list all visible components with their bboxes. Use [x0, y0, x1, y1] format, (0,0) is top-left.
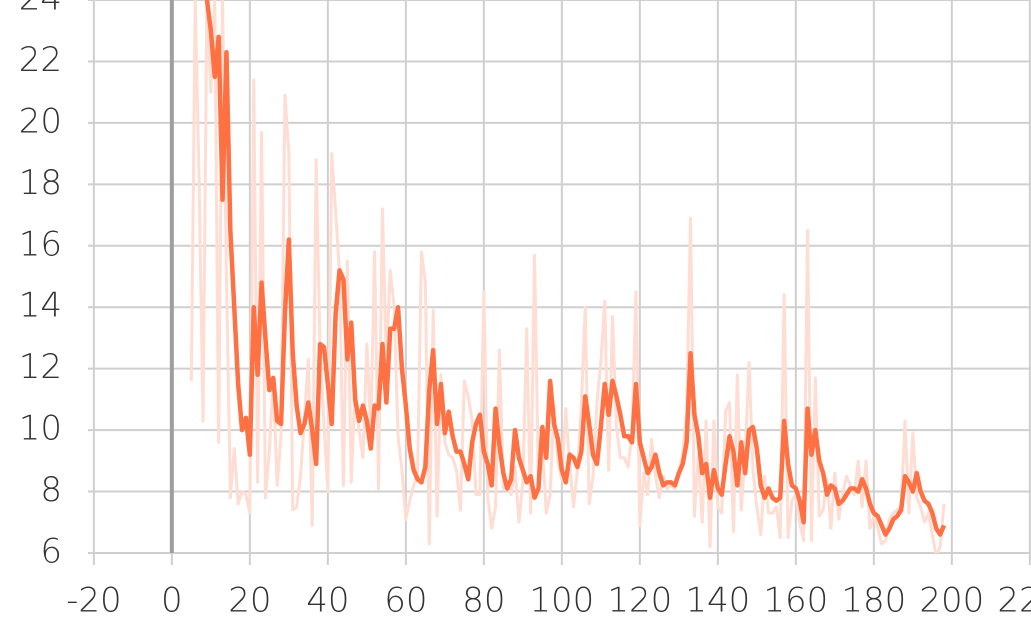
smoothed-line [204, 0, 947, 537]
y-tick-label: 14 [19, 286, 62, 326]
x-tick-label: 140 [685, 581, 750, 621]
y-tick-label: 10 [19, 409, 62, 449]
x-tick-label: 120 [607, 581, 672, 621]
tick-labels: 6 8 10 12 14 16 18 20 22 24 -20 0 20 40 60 80 100 120 140 1… [19, 0, 1031, 621]
x-tick-label: 160 [763, 581, 828, 621]
x-tick-label: 180 [841, 581, 906, 621]
x-tick-label: 200 [919, 581, 984, 621]
y-tick-label: 20 [19, 101, 62, 141]
y-tick-label: 8 [40, 470, 62, 510]
x-tick-label: 0 [161, 581, 183, 621]
y-tick-label: 16 [19, 224, 62, 264]
y-tick-label: 18 [19, 163, 62, 203]
x-tick-label: 100 [529, 581, 594, 621]
y-tick-label: 6 [40, 532, 62, 572]
x-tick-label: 60 [384, 581, 427, 621]
x-tick-label: 20 [228, 581, 271, 621]
x-tick-label: -20 [66, 581, 122, 621]
y-tick-label: 12 [19, 347, 62, 387]
plot-area [189, 0, 947, 553]
y-tick-label: 24 [19, 0, 62, 19]
x-tick-label: 40 [306, 581, 349, 621]
y-tick-label: 22 [19, 40, 62, 80]
x-tick-label: 80 [462, 581, 505, 621]
grid [88, 0, 1031, 565]
x-tick-label: 220 [997, 581, 1031, 621]
raw-line [189, 0, 946, 553]
